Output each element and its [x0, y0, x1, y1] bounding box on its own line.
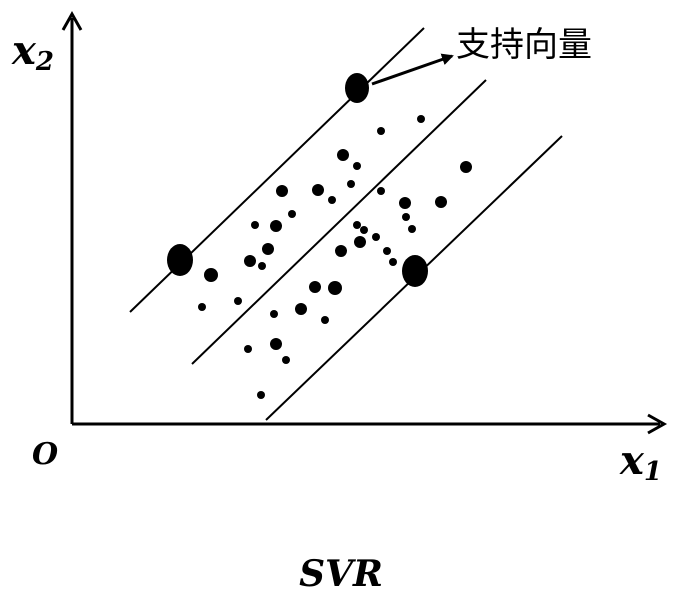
data-point: [328, 196, 336, 204]
x-axis-label: x1: [619, 437, 662, 487]
data-point: [354, 236, 366, 248]
data-point: [389, 258, 397, 266]
data-point: [257, 391, 265, 399]
data-point: [383, 247, 391, 255]
x-axis-arrow: [647, 413, 668, 435]
data-point: [321, 316, 329, 324]
data-point: [372, 233, 380, 241]
data-point: [335, 245, 347, 257]
data-point: [408, 225, 416, 233]
data-point: [262, 243, 274, 255]
x-axis-label-sub: 1: [644, 457, 662, 487]
data-point: [377, 187, 385, 195]
data-point: [353, 162, 361, 170]
data-point: [399, 197, 411, 209]
y-axis-arrow: [61, 10, 83, 31]
support-vector-label: 支持向量: [456, 25, 592, 65]
support-vector-arrow: [371, 53, 454, 86]
data-point: [460, 161, 472, 173]
data-point: [270, 310, 278, 318]
regression-line: [191, 79, 487, 365]
data-point: [276, 185, 288, 197]
data-point: [312, 184, 324, 196]
support-vector: [167, 244, 193, 276]
data-point: [347, 180, 355, 188]
data-point: [282, 356, 290, 364]
x-axis-label-var: x: [619, 437, 645, 484]
data-point: [377, 127, 385, 135]
data-point: [309, 281, 321, 293]
data-point: [198, 303, 206, 311]
origin-label: O: [32, 437, 58, 472]
data-point: [270, 220, 282, 232]
y-axis-label-sub: 2: [35, 47, 54, 77]
data-point: [337, 149, 349, 161]
y-axis-label-var: x: [11, 27, 37, 74]
data-point: [328, 281, 342, 295]
data-point: [244, 345, 252, 353]
data-point: [288, 210, 296, 218]
data-point: [204, 268, 218, 282]
data-point: [402, 213, 410, 221]
data-point: [258, 262, 266, 270]
diagram-caption: SVR: [299, 553, 383, 595]
data-point: [244, 255, 256, 267]
support-vector: [402, 255, 428, 287]
data-points: [198, 115, 472, 399]
support-vector: [345, 73, 369, 103]
data-point: [417, 115, 425, 123]
data-point: [295, 303, 307, 315]
data-point: [360, 226, 368, 234]
data-point: [435, 196, 447, 208]
y-axis-label: x2: [11, 27, 54, 77]
data-point: [270, 338, 282, 350]
data-point: [353, 221, 361, 229]
data-point: [251, 221, 259, 229]
data-point: [234, 297, 242, 305]
